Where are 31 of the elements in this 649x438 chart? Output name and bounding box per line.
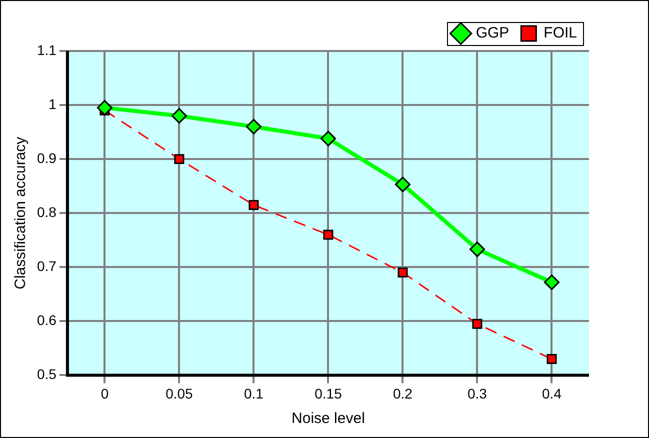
legend-label: GGP bbox=[476, 24, 510, 42]
x-tick-label: 0.2 bbox=[393, 385, 413, 402]
point bbox=[174, 154, 184, 164]
x-tick-label: 0.15 bbox=[314, 385, 342, 402]
x-tick-label: 0.1 bbox=[244, 385, 264, 402]
point bbox=[171, 108, 187, 124]
point bbox=[246, 118, 262, 134]
legend-label: FOIL bbox=[544, 24, 578, 42]
y-tick-label: 0.8 bbox=[36, 204, 57, 220]
x-axis-title: Noise level bbox=[292, 410, 365, 428]
point bbox=[320, 130, 336, 146]
x-tick-label: 0.4 bbox=[542, 385, 562, 402]
point bbox=[544, 274, 560, 290]
y-tick-label: 0.7 bbox=[36, 258, 57, 274]
point bbox=[248, 200, 259, 210]
x-tick-label: 0 bbox=[100, 385, 109, 402]
point bbox=[469, 242, 485, 258]
y-tick-label: 1.1 bbox=[36, 42, 57, 58]
y-axis-title: Classification accuracy bbox=[12, 136, 30, 290]
y-tick-label: 0.9 bbox=[36, 150, 57, 166]
y-tick-label: 1 bbox=[48, 96, 57, 112]
y-tick-label: 0.5 bbox=[36, 366, 57, 382]
point bbox=[472, 318, 482, 329]
x-tick-label: 0.05 bbox=[166, 385, 194, 402]
point bbox=[546, 354, 557, 364]
point bbox=[398, 268, 408, 278]
point bbox=[323, 230, 334, 240]
point bbox=[394, 176, 410, 192]
x-tick-label: 0.3 bbox=[468, 385, 488, 402]
point bbox=[96, 100, 112, 116]
y-tick-label: 0.6 bbox=[36, 312, 57, 328]
